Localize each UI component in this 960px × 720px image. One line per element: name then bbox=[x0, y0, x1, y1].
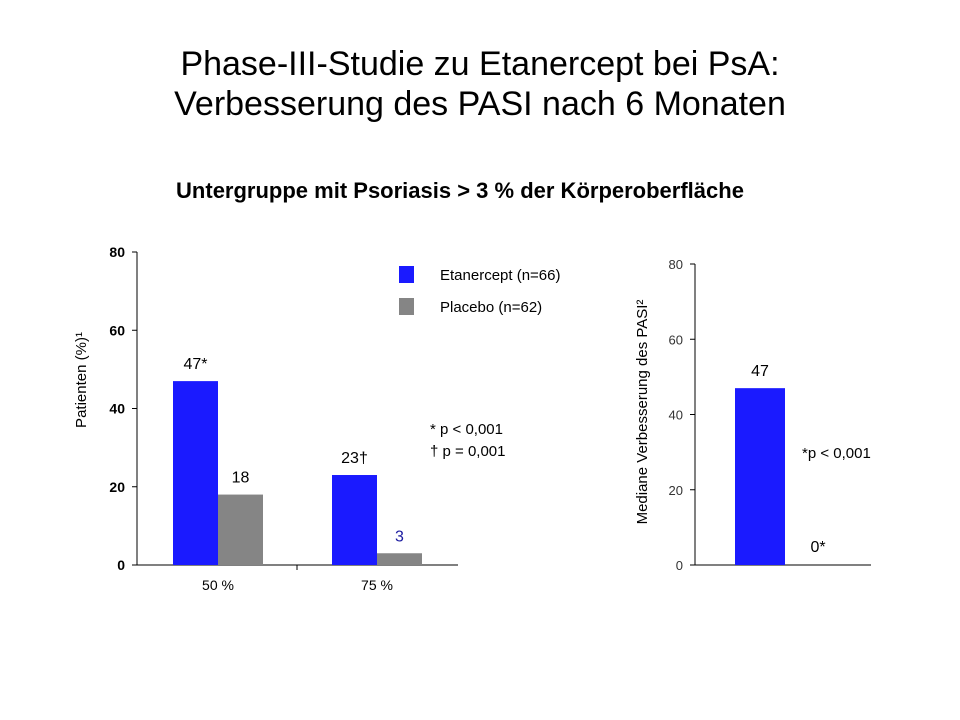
annotation: * p < 0,001 bbox=[430, 421, 503, 438]
bar-data-label: 23† bbox=[341, 450, 368, 467]
bar-placebo bbox=[377, 553, 422, 565]
y-tick-label: 20 bbox=[109, 479, 125, 495]
bar-data-label: 47 bbox=[751, 363, 769, 380]
x-tick-label: 50 % bbox=[202, 577, 234, 593]
bar-etanercept bbox=[332, 475, 377, 565]
legend-label: Placebo (n=62) bbox=[440, 299, 542, 316]
bar-data-label: 18 bbox=[232, 470, 250, 487]
bar-data-label: 0* bbox=[810, 539, 825, 556]
bar-etanercept bbox=[735, 388, 785, 565]
legend-swatch bbox=[399, 298, 414, 315]
title-line-1: Phase-III-Studie zu Etanercept bei PsA: bbox=[180, 45, 780, 83]
y-tick-label: 0 bbox=[117, 557, 125, 573]
y-axis-label: Mediane Verbesserung des PASI² bbox=[634, 300, 651, 525]
title-line-2: Verbesserung des PASI nach 6 Monaten bbox=[174, 85, 786, 123]
y-axis-label: Patienten (%)¹ bbox=[73, 332, 90, 428]
y-tick-label: 80 bbox=[109, 244, 125, 260]
legend-swatch bbox=[399, 266, 414, 283]
y-tick-label: 0 bbox=[676, 558, 683, 573]
legend-label: Etanercept (n=66) bbox=[440, 267, 561, 284]
y-tick-label: 40 bbox=[109, 401, 125, 417]
y-tick-label: 40 bbox=[669, 408, 683, 423]
annotation: † p = 0,001 bbox=[430, 443, 505, 460]
bar-etanercept bbox=[173, 381, 218, 565]
slide-subtitle: Untergruppe mit Psoriasis > 3 % der Körp… bbox=[176, 178, 744, 203]
y-tick-label: 60 bbox=[669, 332, 683, 347]
bar-data-label: 47* bbox=[183, 356, 207, 373]
y-tick-label: 60 bbox=[109, 322, 125, 338]
y-tick-label: 80 bbox=[669, 257, 683, 272]
x-tick-label: 75 % bbox=[361, 577, 393, 593]
bar-placebo bbox=[218, 494, 263, 565]
slide-title: Phase-III-Studie zu Etanercept bei PsA: … bbox=[0, 44, 960, 124]
y-tick-label: 20 bbox=[669, 483, 683, 498]
bar-data-label: 3 bbox=[395, 528, 404, 545]
annotation: *p < 0,001 bbox=[802, 445, 871, 462]
